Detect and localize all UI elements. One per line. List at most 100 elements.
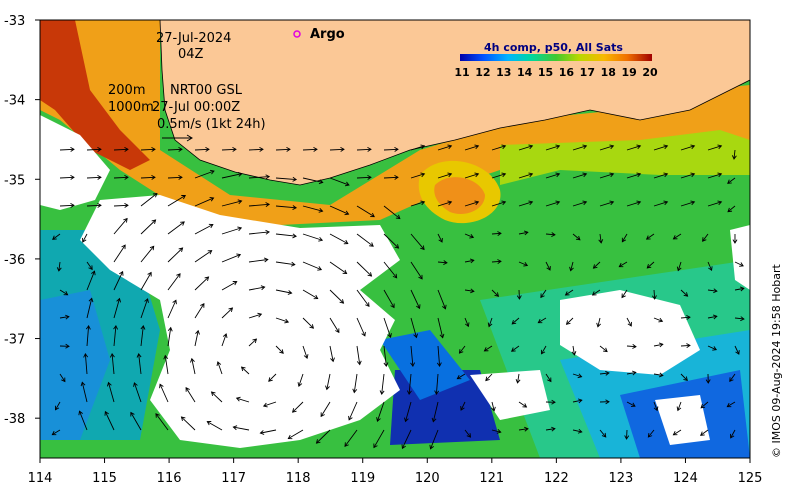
current-arrow: [136, 353, 142, 375]
current-arrow: [85, 324, 91, 347]
x-tick-label: 116: [157, 471, 182, 486]
current-arrow: [155, 413, 169, 431]
current-arrow: [518, 401, 528, 408]
current-arrow: [518, 230, 529, 236]
current-arrow: [545, 200, 561, 207]
current-arrow: [383, 345, 389, 367]
current-arrow: [216, 361, 223, 375]
current-arrow: [140, 192, 158, 207]
current-arrow: [431, 401, 439, 423]
vector-scale-arrow: [162, 134, 193, 142]
current-arrow: [113, 203, 129, 208]
current-arrow: [518, 200, 534, 207]
y-tick-label: -37: [4, 333, 25, 348]
current-arrow: [680, 373, 688, 382]
current-arrow: [436, 345, 442, 368]
current-arrow: [130, 411, 142, 431]
current-arrow: [52, 233, 61, 240]
current-arrow: [545, 172, 561, 179]
current-arrow: [248, 147, 264, 152]
argo-marker-legend: Argo: [293, 27, 345, 42]
current-arrow: [599, 172, 615, 179]
current-arrow: [464, 200, 480, 207]
x-tick-label: 115: [92, 471, 117, 486]
current-arrow: [248, 202, 271, 208]
sst-west-blue: [40, 290, 110, 440]
current-arrow: [491, 401, 496, 412]
current-arrow: [729, 373, 736, 383]
current-arrow: [376, 401, 385, 422]
cloud-mask-northwest: [40, 115, 110, 210]
current-arrow: [464, 258, 475, 264]
current-arrow: [59, 175, 75, 180]
current-arrow: [325, 373, 331, 391]
current-arrow: [647, 429, 655, 438]
current-arrow: [734, 261, 744, 267]
current-arrow: [80, 381, 88, 403]
current-arrow: [113, 175, 129, 180]
colorbar-tick-label: 11: [454, 66, 469, 79]
current-arrow: [653, 172, 669, 179]
current-arrow: [383, 261, 398, 279]
current-arrow: [572, 172, 588, 179]
current-arrow: [287, 429, 304, 440]
current-arrow: [113, 324, 119, 347]
current-arrow: [437, 233, 443, 243]
current-arrow: [626, 172, 642, 179]
current-arrow: [727, 205, 736, 213]
current-arrow: [516, 289, 522, 300]
current-arrow: [572, 233, 581, 241]
current-arrow: [275, 317, 290, 324]
current-arrow: [734, 345, 740, 355]
sst-south-blue: [380, 330, 470, 400]
current-arrow: [248, 229, 270, 235]
current-arrow: [680, 289, 689, 297]
current-arrow: [248, 174, 271, 180]
current-arrow: [302, 147, 318, 152]
x-tick-label: 120: [415, 471, 440, 486]
current-arrow: [410, 144, 426, 151]
current-arrow: [626, 200, 642, 207]
current-arrow: [275, 147, 291, 152]
current-arrow: [106, 381, 115, 403]
current-arrow: [140, 245, 155, 263]
argo-label: Argo: [310, 27, 345, 42]
current-arrow: [599, 200, 615, 207]
current-arrow: [383, 233, 400, 249]
current-arrow: [569, 261, 574, 272]
current-arrow: [401, 429, 412, 450]
sst-warm-band: [40, 20, 750, 225]
colorbar-tick-label: 17: [580, 66, 595, 79]
current-arrow: [626, 144, 642, 151]
current-arrow: [491, 172, 507, 179]
current-arrow: [54, 401, 61, 411]
credit-text: © IMOS 09-Aug-2024 19:58 Hobart: [770, 264, 783, 458]
current-arrow: [491, 144, 507, 151]
current-arrow: [356, 175, 372, 180]
current-arrow: [680, 343, 691, 349]
current-arrow: [167, 175, 183, 180]
current-arrow: [78, 410, 88, 431]
current-arrow: [680, 144, 696, 151]
current-arrow: [705, 373, 711, 384]
current-arrow: [221, 333, 228, 347]
current-arrow: [59, 314, 70, 320]
current-arrow: [206, 421, 223, 431]
land-australia: [159, 20, 750, 186]
current-arrow: [491, 200, 507, 207]
current-arrow: [221, 147, 237, 152]
current-arrow: [356, 233, 374, 247]
sst-hot-core: [40, 20, 150, 170]
current-arrow: [707, 288, 718, 294]
current-arrow: [672, 233, 682, 240]
current-arrow: [510, 345, 520, 352]
current-arrow: [329, 177, 350, 187]
current-arrow: [159, 383, 169, 403]
current-arrow: [487, 317, 493, 328]
colorbar-tick-label: 20: [642, 66, 658, 79]
current-arrow: [410, 200, 426, 207]
current-arrow: [726, 401, 736, 408]
current-arrow: [104, 410, 115, 431]
current-arrow: [329, 233, 349, 245]
current-arrow: [329, 147, 345, 152]
